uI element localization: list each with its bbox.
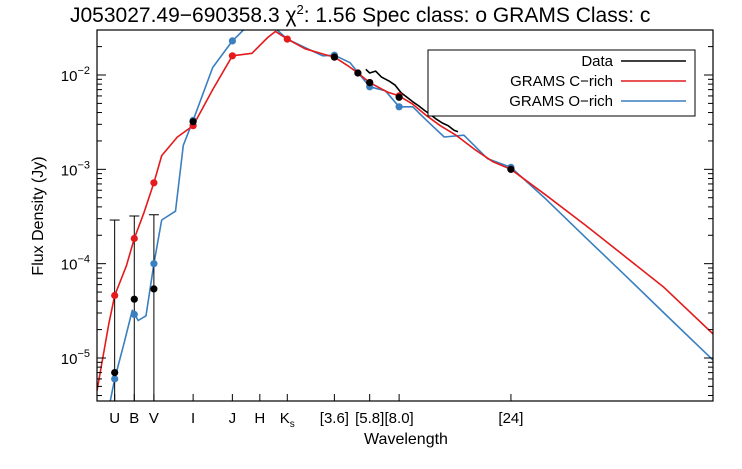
x-tick-label: [5.8] [355,410,384,427]
title-chi-value: : 1.56 [304,4,357,27]
point-grams-o-rich [228,37,236,45]
point-data [395,93,403,101]
x-tick-label: U [109,410,120,427]
point-data [507,165,515,173]
x-tick-label: [24] [498,410,523,427]
point-data [130,295,138,303]
chart-title: J053027.49−690358.3 χ2: 1.56 Spec class:… [70,2,650,27]
y-tick-label: 10−4 [61,254,90,274]
point-grams-c-rich [283,35,291,43]
plot-area [97,30,713,401]
legend: Data GRAMS C−rich GRAMS O−rich [427,49,696,117]
x-tick-label: [8.0] [385,410,414,427]
y-tick-label: 10−3 [61,159,90,179]
title-chi-symbol: χ [285,4,296,27]
title-chi-exponent: 2 [297,2,304,17]
title-object: J053027.49−690358.3 [70,4,280,27]
series-line-data [365,68,459,133]
x-tick-label: Ks [280,410,295,430]
point-grams-o-rich [150,260,158,268]
x-tick-label: H [254,410,265,427]
legend-label-o-rich: GRAMS O−rich [509,93,613,110]
point-data [366,79,374,87]
point-grams-c-rich [150,179,158,187]
point-data [189,118,197,126]
point-grams-c-rich [228,52,236,60]
axes-ticks: 10−2 10−3 10−4 10−5 U B V I J H Ks [3.6] [5.8] [8.0] [… [61,46,713,430]
point-data [150,285,158,293]
x-tick-label: V [149,410,159,427]
x-tick-label: J [229,410,237,427]
point-data [111,369,119,377]
point-grams-o-rich [130,310,138,318]
x-tick-label: [3.6] [320,410,349,427]
plot-frame [96,29,714,402]
point-grams-o-rich [111,375,119,383]
y-tick-label: 10−5 [61,348,90,368]
x-tick-label: I [191,410,195,427]
legend-label-data: Data [581,53,613,70]
title-spec-class: Spec class: o GRAMS Class: c [362,4,650,27]
y-axis-label: Flux Density (Jy) [30,156,47,275]
point-grams-c-rich [130,234,138,243]
x-axis-label: Wavelength [364,431,448,448]
point-grams-c-rich [111,291,119,300]
point-grams-o-rich [395,103,403,111]
legend-label-c-rich: GRAMS C−rich [510,73,613,90]
x-tick-label: B [129,410,139,427]
point-data [354,69,362,77]
point-data [330,53,338,61]
y-tick-label: 10−2 [61,65,90,85]
series-line-grams-c-rich [97,30,713,391]
